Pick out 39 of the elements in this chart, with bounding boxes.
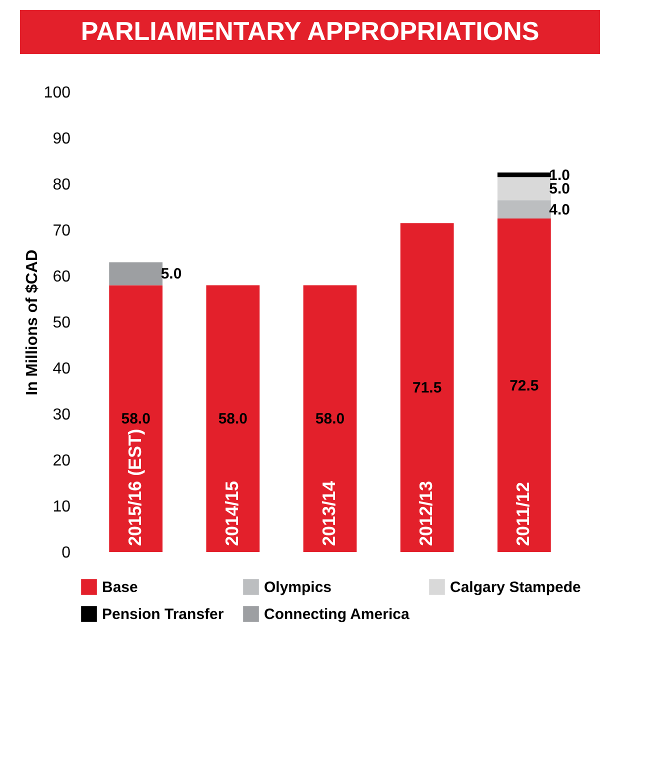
legend-label: Base [102,579,138,596]
x-tick-label: 2011/12 [513,482,534,546]
y-tick-label: 70 [52,222,71,240]
bar [109,262,163,286]
chart-title: PARLIAMENTARY APPROPRIATIONS [80,16,540,46]
bar [109,285,163,552]
legend-label: Calgary Stampede [450,579,581,596]
x-tick-label: 2015/16 (EST) [124,428,145,546]
y-tick-label: 30 [52,406,71,424]
bar [303,285,357,552]
data-label: 58.0 [121,410,150,428]
bar [497,177,551,200]
bar [400,223,454,552]
y-tick-label: 10 [52,498,71,516]
x-tick-label: 2012/13 [416,480,436,546]
data-label: 58.0 [218,410,248,428]
data-label: 71.5 [412,380,442,397]
data-label: 4.0 [549,201,570,218]
y-tick-label: 20 [52,452,71,470]
y-tick-label: 40 [52,360,71,378]
x-tick-label: 2014/15 [222,480,242,546]
bar [206,285,260,552]
data-label: 58.0 [315,410,345,428]
y-tick-label: 50 [52,314,71,332]
y-tick-label: 0 [62,544,71,562]
y-tick-label: 80 [52,176,71,194]
bar [497,172,551,178]
bar [497,200,551,218]
y-tick-label: 100 [44,84,71,102]
y-axis-title: In Millions of $CAD [24,250,41,396]
legend-label: Pension Transfer [102,606,224,623]
bar [497,218,551,552]
legend-label: Olympics [264,579,332,596]
legend-label: Connecting America [264,606,410,623]
y-tick-label: 60 [52,268,71,286]
x-tick-label: 2013/14 [319,480,339,546]
y-tick-label: 90 [52,130,71,148]
data-label: 72.5 [510,377,539,394]
data-label: 5.0 [160,266,182,283]
